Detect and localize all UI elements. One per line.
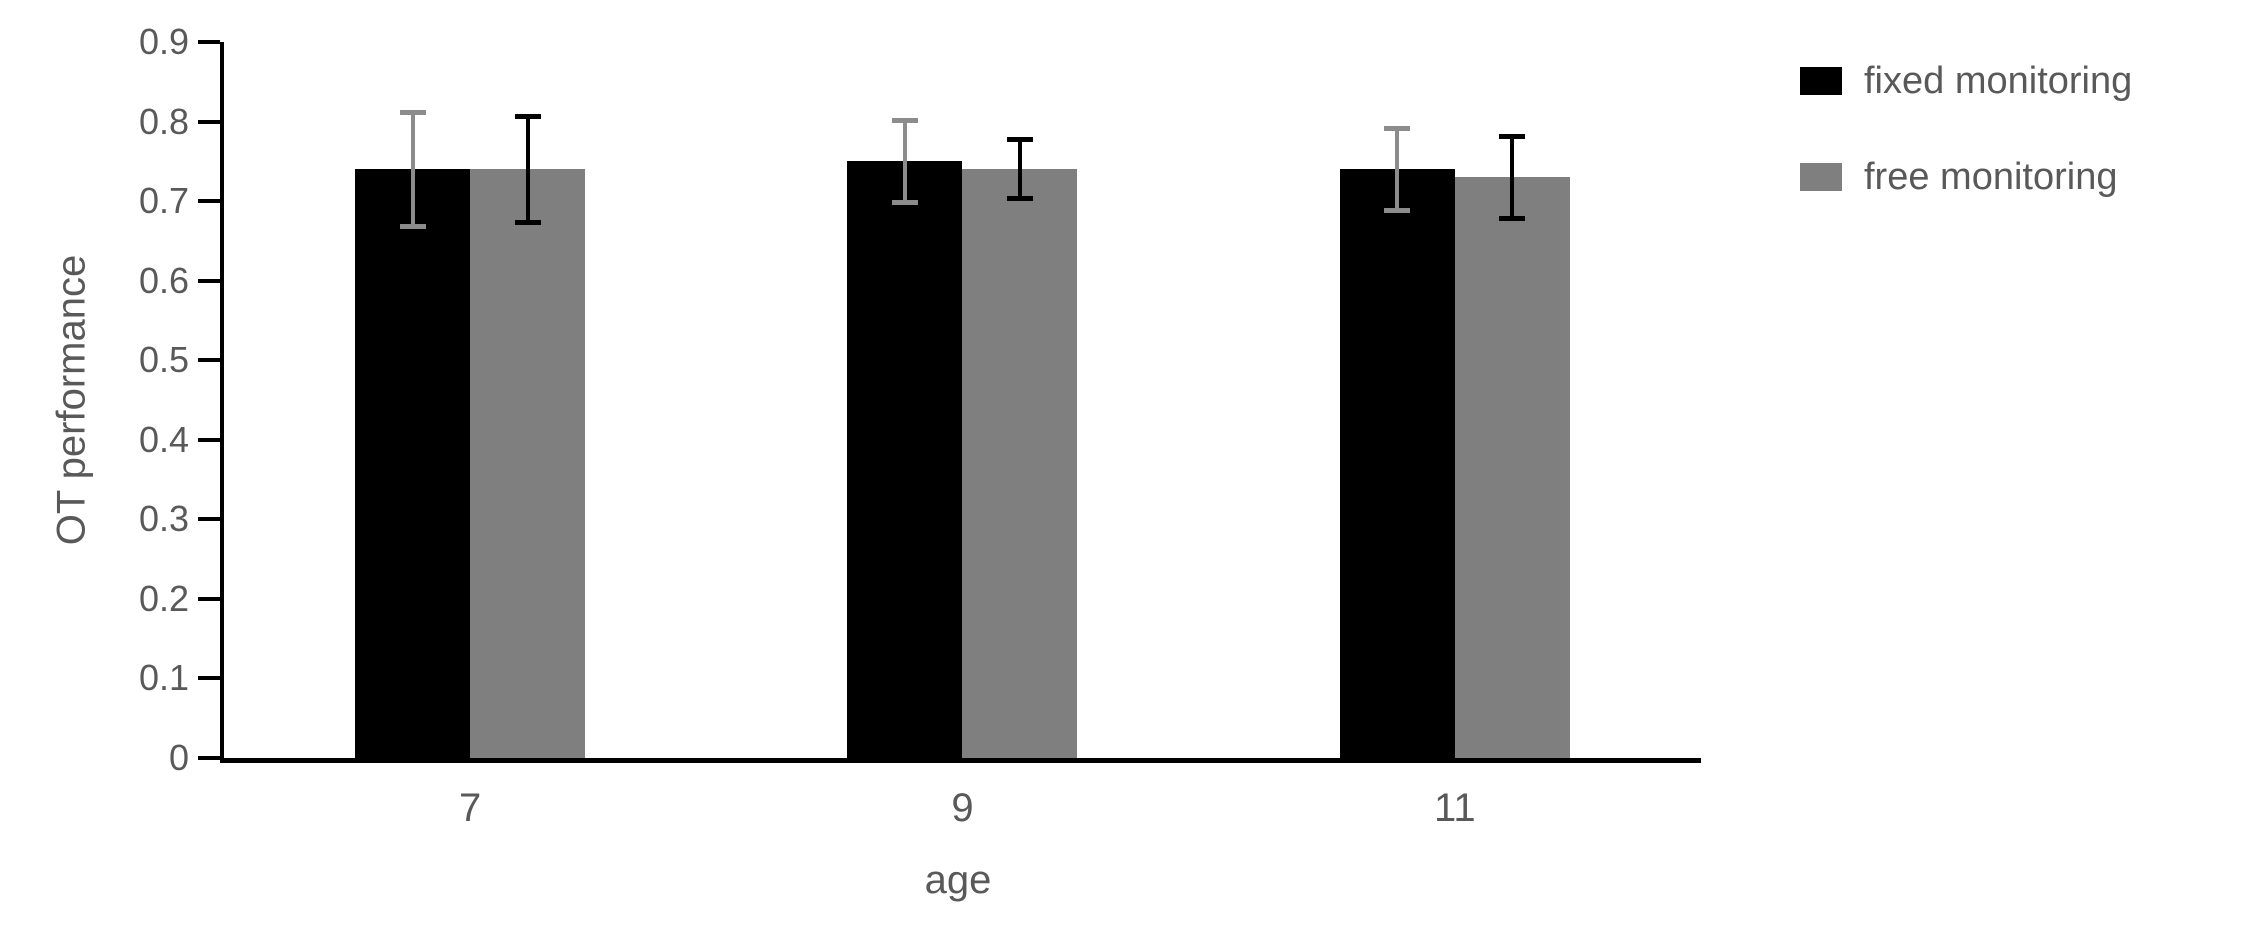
error-bar-cap-bottom xyxy=(891,200,918,206)
error-bar-cap-bottom xyxy=(1384,208,1411,214)
legend: fixed monitoring free monitoring xyxy=(1800,60,2133,256)
x-axis-title: age xyxy=(924,858,992,902)
y-axis-tick xyxy=(198,756,220,760)
y-axis-tick-label: 0.3 xyxy=(138,498,189,540)
bar-free-monitoring-age-11 xyxy=(1454,133,1570,758)
category-slot: 7 xyxy=(224,42,716,828)
category-slot: 11 xyxy=(1209,42,1701,828)
error-bar-stem xyxy=(1510,133,1515,221)
error-bar-stem xyxy=(525,113,530,225)
error-bar-stem xyxy=(1395,125,1400,214)
plot-area: 0 0.1 0.2 0.3 0.4 0.5 0.6 0.7 0.8 0.9 7 9 11 xyxy=(139,24,1701,828)
error-bar-cap-bottom xyxy=(1006,196,1033,202)
legend-swatch-free-monitoring xyxy=(1800,163,1842,191)
legend-entry-fixed-monitoring: fixed monitoring xyxy=(1800,60,2133,102)
y-axis-tick xyxy=(198,676,220,681)
y-axis-tick xyxy=(198,40,220,44)
error-bar-cap-bottom xyxy=(1499,216,1526,221)
x-axis-category-label: 11 xyxy=(1434,786,1476,830)
y-axis-tick-label: 0.7 xyxy=(138,180,189,222)
bar-free-monitoring-age-7 xyxy=(470,113,586,758)
bar-fixed-monitoring-age-9 xyxy=(847,117,963,758)
y-axis-tick xyxy=(198,358,220,363)
error-bar xyxy=(1006,137,1033,202)
error-bar xyxy=(891,117,918,206)
y-axis-tick-label: 0.5 xyxy=(138,339,189,381)
legend-label-free-monitoring: free monitoring xyxy=(1864,156,2118,198)
error-bar-cap-bottom xyxy=(514,219,541,225)
y-axis-tick xyxy=(198,517,220,522)
legend-entry-free-monitoring: free monitoring xyxy=(1800,156,2132,198)
bar-fixed-monitoring-age-11 xyxy=(1339,125,1455,758)
y-axis-tick-label: 0.1 xyxy=(138,657,189,699)
error-bar-stem xyxy=(1017,137,1022,202)
error-bar-stem xyxy=(902,117,907,206)
bar-pair xyxy=(1339,42,1570,758)
error-bar-cap-bottom xyxy=(399,223,426,229)
y-axis-tick-label: 0.8 xyxy=(138,100,189,142)
y-axis-tick-label: 0.2 xyxy=(138,577,189,619)
y-axis-tick-label: 0.6 xyxy=(138,259,189,301)
error-bar-cap-top xyxy=(1499,133,1526,139)
y-axis-tick-label: 0.9 xyxy=(138,21,189,62)
bar-pair xyxy=(847,42,1078,758)
y-axis-tick xyxy=(198,119,220,124)
category-slot: 9 xyxy=(716,42,1208,828)
error-bar xyxy=(1384,125,1411,214)
y-axis-tick-label: 0 xyxy=(168,737,189,778)
error-bar xyxy=(1499,133,1526,221)
error-bar-cap-top xyxy=(891,117,918,123)
y-axis-tick xyxy=(198,278,220,283)
y-axis-tick-label: 0.4 xyxy=(138,418,189,460)
bar-pair xyxy=(355,42,586,758)
error-bar xyxy=(399,109,426,229)
legend-swatch-fixed-monitoring xyxy=(1800,67,1842,95)
legend-label-fixed-monitoring: fixed monitoring xyxy=(1864,60,2133,102)
bar-free-monitoring-age-9 xyxy=(962,137,1078,758)
x-axis-category-label: 9 xyxy=(951,786,974,830)
y-axis-tick xyxy=(198,437,220,442)
error-bar-cap-top xyxy=(514,113,541,119)
x-axis-category-label: 7 xyxy=(459,786,482,830)
error-bar-cap-top xyxy=(399,109,426,115)
error-bar-cap-top xyxy=(1384,125,1411,131)
error-bar-stem xyxy=(410,109,415,229)
error-bar-cap-top xyxy=(1006,137,1033,143)
y-axis-tick xyxy=(198,199,220,204)
y-axis-tick xyxy=(198,596,220,601)
bar-fixed-monitoring-age-7 xyxy=(355,109,471,758)
error-bar xyxy=(514,113,541,225)
